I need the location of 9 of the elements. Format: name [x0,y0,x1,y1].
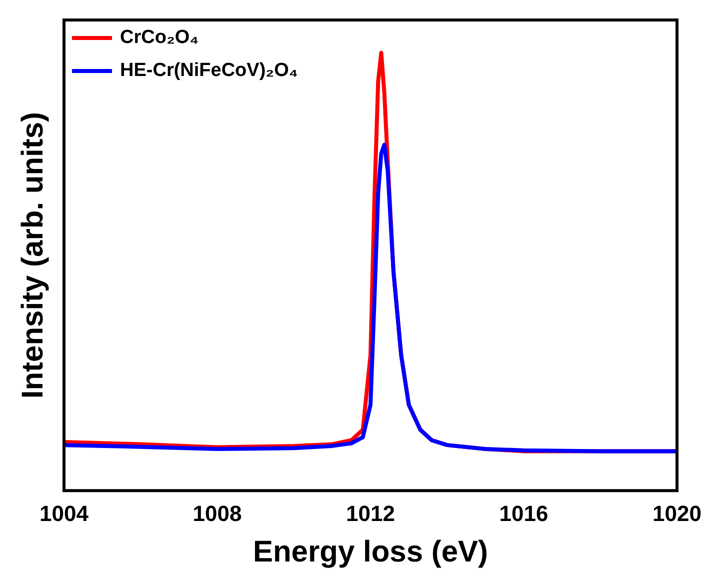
legend-label: CrCo₂O₄ [120,27,199,48]
legend-label: HE-Cr(NiFeCoV)₂O₄ [120,60,298,82]
y-axis-title: Intensity (arb. units) [16,112,50,399]
x-tick-label: 1020 [652,500,702,526]
x-axis-title: Energy loss (eV) [252,535,488,568]
x-tick-label: 1004 [40,500,90,526]
x-tick-label: 1008 [192,500,242,526]
x-tick-label: 1016 [499,500,548,526]
x-tick-label: 1012 [346,500,395,526]
